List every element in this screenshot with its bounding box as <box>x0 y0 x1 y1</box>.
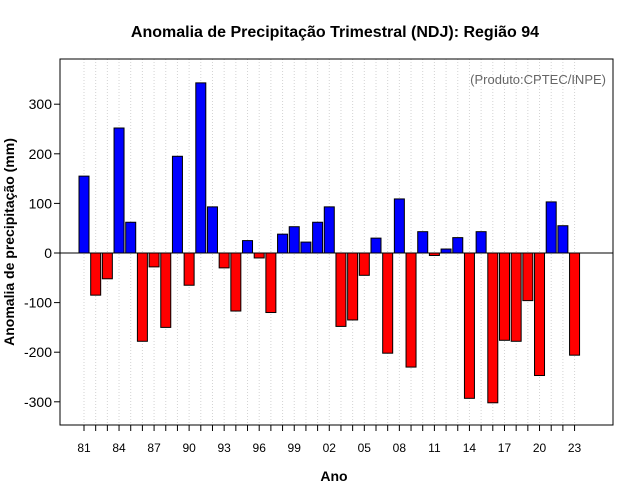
x-tick-label-20: 20 <box>533 441 547 455</box>
bar-97 <box>265 252 277 314</box>
x-tick-label-02: 02 <box>323 441 337 455</box>
bar-13 <box>452 237 464 254</box>
y-tick-label-300: 300 <box>29 96 53 112</box>
bar-15 <box>475 231 487 254</box>
bar-83 <box>101 252 113 280</box>
bar-84 <box>113 127 125 254</box>
bar-23 <box>569 252 581 356</box>
bar-87 <box>148 252 160 268</box>
bar-09 <box>405 252 417 368</box>
bar-00 <box>300 241 312 254</box>
y-tick-label-0: 0 <box>44 245 52 261</box>
bar-14 <box>463 252 475 399</box>
bar-90 <box>183 252 195 286</box>
bar-21 <box>545 201 557 254</box>
x-tick-label-96: 96 <box>253 441 267 455</box>
bar-96 <box>253 252 265 259</box>
bar-06 <box>370 237 382 254</box>
bar-12 <box>440 248 452 254</box>
y-axis-label: Anomalia de precipitação (mm) <box>1 138 17 346</box>
x-tick-label-90: 90 <box>182 441 196 455</box>
source-note: (Produto:CPTEC/INPE) <box>470 72 606 87</box>
y-axis: -300 -200 -100 0 100 200 300 <box>24 96 60 410</box>
y-tick-label-200: 200 <box>29 146 53 162</box>
x-tick-label-84: 84 <box>112 441 126 455</box>
plot-frame <box>59 58 614 426</box>
x-axis-label: Ano <box>320 468 347 484</box>
x-tick-label-17: 17 <box>498 441 512 455</box>
x-tick-label-23: 23 <box>568 441 582 455</box>
bar-85 <box>125 221 137 254</box>
bar-99 <box>288 226 300 254</box>
bar-94 <box>230 252 242 312</box>
bar-82 <box>90 252 102 296</box>
y-tick-label--200: -200 <box>24 344 52 360</box>
y-tick-label--300: -300 <box>24 394 52 410</box>
bar-89 <box>171 155 183 254</box>
bar-92 <box>206 206 218 254</box>
bar-19 <box>522 252 534 302</box>
bar-02 <box>323 206 335 254</box>
bar-20 <box>534 252 546 377</box>
bar-08 <box>393 198 405 254</box>
x-tick-label-11: 11 <box>428 441 441 455</box>
bar-17 <box>498 252 510 341</box>
bar-81 <box>78 175 90 254</box>
bar-98 <box>277 233 289 254</box>
y-tick-label-100: 100 <box>29 195 53 211</box>
bar-16 <box>487 252 499 404</box>
bar-01 <box>312 221 324 254</box>
bar-88 <box>160 252 172 328</box>
x-tick-label-81: 81 <box>77 441 91 455</box>
x-tick-label-08: 08 <box>393 441 407 455</box>
x-tick-label-14: 14 <box>463 441 477 455</box>
bar-05 <box>358 252 370 276</box>
bar-04 <box>347 252 359 321</box>
x-tick-label-99: 99 <box>288 441 302 455</box>
bar-07 <box>382 252 394 354</box>
x-tick-label-93: 93 <box>217 441 231 455</box>
bar-95 <box>242 240 254 254</box>
chart-title: Anomalia de Precipitação Trimestral (NDJ… <box>131 24 539 41</box>
bar-93 <box>218 252 230 269</box>
bar-03 <box>335 252 347 327</box>
y-tick-label--100: -100 <box>24 295 52 311</box>
x-tick-label-05: 05 <box>358 441 372 455</box>
x-axis: 81 84 87 90 93 96 99 02 05 08 11 14 17 20 23 <box>77 425 582 455</box>
bars <box>78 82 581 404</box>
bar-22 <box>557 225 569 254</box>
bar-11 <box>428 252 440 256</box>
bar-86 <box>136 252 148 342</box>
bar-10 <box>417 231 429 254</box>
bar-91 <box>195 82 207 254</box>
x-tick-label-87: 87 <box>147 441 161 455</box>
bar-18 <box>510 252 522 342</box>
